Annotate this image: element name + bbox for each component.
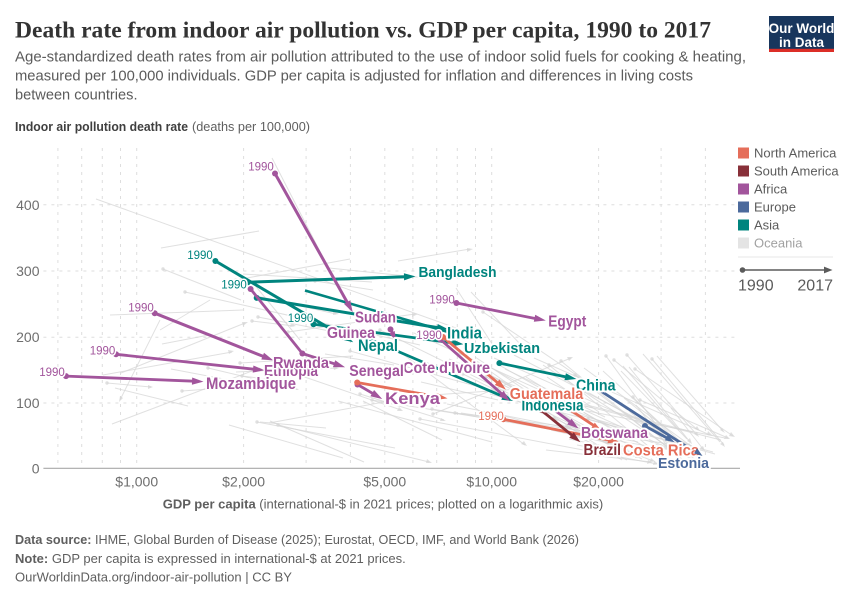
svg-text:between countries.: between countries. <box>15 88 138 104</box>
svg-text:1990: 1990 <box>416 330 442 342</box>
svg-text:Kenya: Kenya <box>385 390 441 408</box>
svg-text:$20,000: $20,000 <box>573 474 624 490</box>
svg-text:1990: 1990 <box>221 280 247 292</box>
svg-text:measured per 100,000 individua: measured per 100,000 individuals. GDP pe… <box>15 69 693 85</box>
svg-text:Africa: Africa <box>754 182 788 197</box>
svg-text:Guinea: Guinea <box>327 325 375 342</box>
svg-text:Death rate from indoor air pol: Death rate from indoor air pollution vs.… <box>15 18 711 43</box>
svg-text:1990: 1990 <box>478 411 504 423</box>
svg-text:Mozambique: Mozambique <box>206 375 296 393</box>
svg-text:Costa Rica: Costa Rica <box>623 443 699 460</box>
svg-text:0: 0 <box>32 460 40 476</box>
svg-text:(deaths per 100,000): (deaths per 100,000) <box>192 119 310 134</box>
svg-text:1990: 1990 <box>429 295 455 307</box>
svg-text:Data source: IHME, Global Burd: Data source: IHME, Global Burden of Dise… <box>15 532 579 547</box>
svg-text:Brazil: Brazil <box>584 442 622 459</box>
svg-text:Oceania: Oceania <box>754 236 803 251</box>
svg-text:Rwanda: Rwanda <box>273 355 329 372</box>
svg-text:100: 100 <box>16 395 40 411</box>
svg-text:Senegal: Senegal <box>349 363 404 380</box>
svg-text:Guatemala: Guatemala <box>510 386 584 403</box>
svg-text:Uzbekistan: Uzbekistan <box>464 340 540 357</box>
svg-text:2017: 2017 <box>797 278 833 295</box>
svg-text:OurWorldinData.org/indoor-air-: OurWorldinData.org/indoor-air-pollution … <box>15 570 292 585</box>
svg-text:1990: 1990 <box>738 278 774 295</box>
svg-text:Nepal: Nepal <box>358 336 398 355</box>
svg-text:1990: 1990 <box>248 162 274 174</box>
svg-text:Botswana: Botswana <box>581 425 648 442</box>
svg-text:North America: North America <box>754 146 837 161</box>
svg-text:in Data: in Data <box>779 35 825 50</box>
svg-text:Our World: Our World <box>769 21 835 36</box>
svg-text:$2,000: $2,000 <box>222 474 265 490</box>
svg-text:Asia: Asia <box>754 218 780 233</box>
svg-text:1990: 1990 <box>39 367 65 379</box>
svg-text:Estonia: Estonia <box>658 455 710 472</box>
svg-text:India: India <box>447 324 482 343</box>
svg-text:200: 200 <box>16 329 40 345</box>
svg-text:1990: 1990 <box>128 303 154 315</box>
svg-text:Indoor air pollution death rat: Indoor air pollution death rate <box>15 119 188 134</box>
svg-text:Europe: Europe <box>754 200 796 215</box>
svg-text:Sudan: Sudan <box>355 310 396 327</box>
svg-text:Bangladesh: Bangladesh <box>419 264 497 281</box>
svg-text:400: 400 <box>16 197 40 213</box>
svg-text:300: 300 <box>16 263 40 279</box>
svg-text:Egypt: Egypt <box>548 314 587 331</box>
svg-text:1990: 1990 <box>288 313 314 325</box>
svg-text:China: China <box>576 378 616 395</box>
svg-text:Note: GDP per capita is expres: Note: GDP per capita is expressed in int… <box>15 551 406 566</box>
svg-text:1990: 1990 <box>187 250 213 262</box>
svg-text:GDP per capita (international-: GDP per capita (international-$ in 2021 … <box>163 497 604 512</box>
svg-text:Cote d'Ivoire: Cote d'Ivoire <box>403 360 490 377</box>
svg-text:South America: South America <box>754 164 839 179</box>
svg-text:$10,000: $10,000 <box>466 474 517 490</box>
svg-text:Age-standardized death rates f: Age-standardized death rates from air po… <box>15 50 746 66</box>
svg-text:$1,000: $1,000 <box>115 474 158 490</box>
svg-text:$5,000: $5,000 <box>363 474 406 490</box>
svg-text:Indonesia: Indonesia <box>522 398 584 415</box>
svg-text:1990: 1990 <box>90 346 116 358</box>
svg-text:Ethiopia: Ethiopia <box>264 363 318 380</box>
